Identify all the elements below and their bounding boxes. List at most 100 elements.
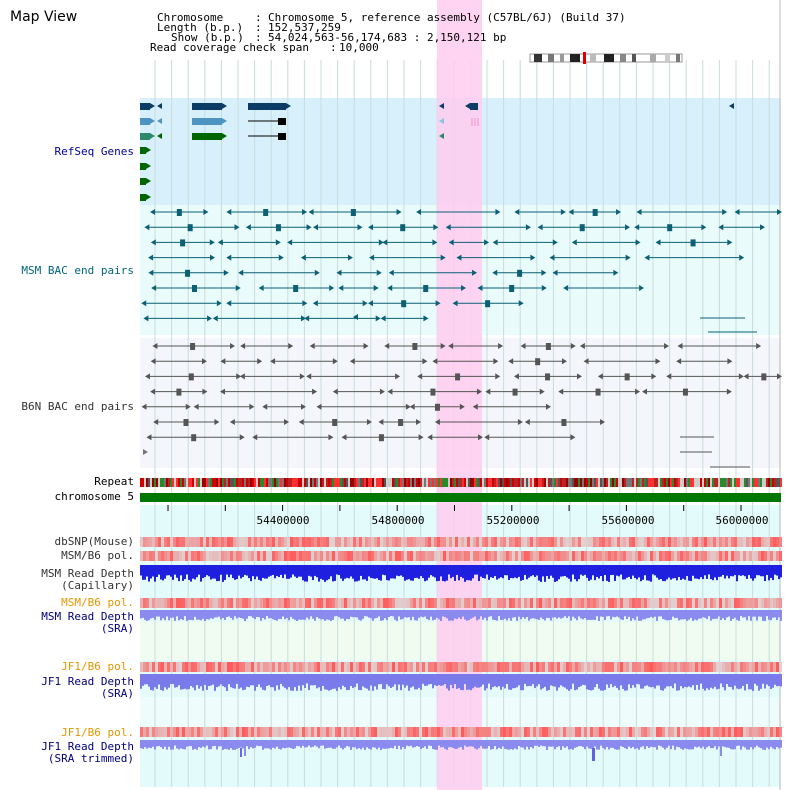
polymorphism-mark xyxy=(350,551,353,561)
polymorphism-mark xyxy=(275,551,278,561)
polymorphism-mark xyxy=(146,727,149,737)
repeat-mark xyxy=(224,478,226,487)
read-depth-bar xyxy=(278,740,280,749)
polymorphism-mark xyxy=(164,598,167,608)
polymorphism-mark xyxy=(143,662,146,672)
read-depth-bar xyxy=(448,740,450,748)
polymorphism-mark xyxy=(452,598,455,608)
polymorphism-mark xyxy=(344,551,347,561)
read-end-arrow xyxy=(222,103,227,109)
repeat-mark xyxy=(204,478,206,487)
bac-pair-block xyxy=(455,373,461,381)
polymorphism-mark xyxy=(704,662,707,672)
read-depth-bar xyxy=(568,610,570,617)
polymorphism-mark xyxy=(179,551,182,561)
read-depth-bar xyxy=(292,674,294,691)
repeat-mark xyxy=(506,478,508,487)
polymorphism-mark xyxy=(167,727,170,737)
polymorphism-mark xyxy=(281,727,284,737)
polymorphism-mark xyxy=(167,551,170,561)
read-depth-bar xyxy=(466,610,468,621)
repeat-mark xyxy=(652,478,654,487)
repeat-mark xyxy=(350,478,352,487)
polymorphism-mark xyxy=(620,727,623,737)
bac-pair-block xyxy=(592,209,598,216)
polymorphism-mark xyxy=(149,662,152,672)
read-depth-bar xyxy=(750,565,752,579)
polymorphism-mark xyxy=(680,537,683,547)
polymorphism-mark xyxy=(530,727,533,737)
read-depth-bar xyxy=(222,740,224,750)
read-end-arrow xyxy=(777,373,782,380)
track-label-jf1-pol-trimmed: JF1/B6 pol. xyxy=(61,726,134,739)
read-depth-bar xyxy=(204,740,206,748)
polymorphism-mark xyxy=(257,598,260,608)
read-end-arrow xyxy=(570,434,576,441)
polymorphism-mark xyxy=(677,727,680,737)
read-end-arrow xyxy=(472,269,478,276)
polymorphism-mark xyxy=(380,662,383,672)
read-depth-bar xyxy=(258,740,260,747)
read-depth-bar xyxy=(520,565,522,581)
read-depth-bar xyxy=(754,610,756,617)
repeat-mark xyxy=(374,478,376,487)
read-depth-bar xyxy=(512,674,514,689)
polymorphism-mark xyxy=(263,662,266,672)
read-depth-bar xyxy=(350,740,352,750)
read-end-arrow xyxy=(150,209,156,215)
read-depth-bar xyxy=(542,610,544,620)
polymorphism-mark xyxy=(437,551,440,561)
repeat-mark xyxy=(598,478,600,487)
repeat-mark xyxy=(686,478,688,487)
read-depth-bar xyxy=(346,610,348,620)
read-depth-bar xyxy=(308,674,310,691)
read-depth-bar xyxy=(426,565,428,581)
polymorphism-mark xyxy=(479,537,482,547)
read-depth-bar xyxy=(504,740,506,749)
polymorphism-mark xyxy=(659,537,662,547)
read-depth-bar xyxy=(338,565,340,576)
repeat-mark xyxy=(474,478,476,487)
show-key: Show (b.p.) xyxy=(171,31,244,44)
polymorphism-mark xyxy=(611,727,614,737)
read-depth-bar xyxy=(742,610,744,618)
read-depth-bar xyxy=(190,674,192,687)
read-depth-bar xyxy=(668,610,670,621)
read-depth-bar xyxy=(616,610,618,617)
read-depth-bar xyxy=(306,610,308,618)
read-depth-bar xyxy=(474,565,476,575)
polymorphism-mark xyxy=(386,598,389,608)
read-end-arrow xyxy=(417,373,423,380)
read-end-arrow xyxy=(600,419,606,425)
polymorphism-mark xyxy=(635,537,638,547)
repeat-mark xyxy=(476,478,478,487)
read-end-arrow xyxy=(440,343,446,349)
read-depth-bar xyxy=(258,674,260,685)
read-depth-bar xyxy=(708,610,710,617)
repeat-mark xyxy=(530,478,532,487)
polymorphism-mark xyxy=(161,727,164,737)
polymorphism-mark xyxy=(494,662,497,672)
read-depth-bar xyxy=(766,610,768,617)
read-depth-bar xyxy=(324,740,326,749)
read-depth-bar xyxy=(398,674,400,685)
read-depth-bar xyxy=(432,740,434,750)
read-depth-bar xyxy=(442,674,444,686)
read-depth-bar xyxy=(322,565,324,580)
polymorphism-mark xyxy=(194,537,197,547)
read-depth-bar xyxy=(148,565,150,582)
read-depth-bar xyxy=(624,740,626,749)
polymorphism-mark xyxy=(692,727,695,737)
repeat-mark xyxy=(392,478,394,487)
read-depth-bar xyxy=(696,610,698,621)
polymorphism-mark xyxy=(224,662,227,672)
read-depth-bar xyxy=(472,610,474,618)
read-end-arrow xyxy=(157,118,162,124)
read-depth-bar xyxy=(362,674,364,687)
read-depth-bar xyxy=(724,740,726,748)
polymorphism-mark xyxy=(416,537,419,547)
polymorphism-mark xyxy=(149,598,152,608)
read-depth-bar xyxy=(170,610,172,618)
